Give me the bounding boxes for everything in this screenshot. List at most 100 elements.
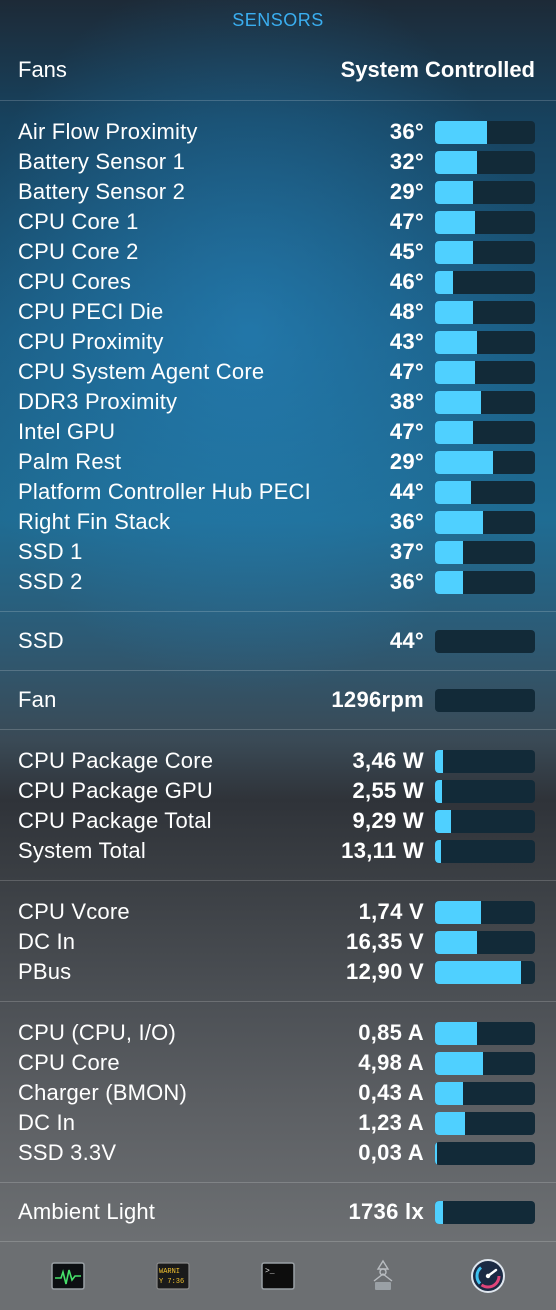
sensor-level-bar bbox=[435, 360, 535, 384]
sensor-row[interactable]: Intel GPU 47° bbox=[0, 417, 556, 447]
sensor-row[interactable]: PBus 12,90 V bbox=[0, 957, 556, 987]
sensor-level-fill bbox=[435, 1111, 465, 1135]
sensor-label: System Total bbox=[18, 838, 146, 863]
fans-row[interactable]: Fans System Controlled bbox=[0, 40, 556, 100]
sensor-level-fill bbox=[435, 360, 475, 384]
system-information-icon[interactable] bbox=[363, 1256, 403, 1296]
sensor-value: 36° bbox=[389, 509, 424, 534]
sensor-level-fill bbox=[435, 270, 453, 294]
sensor-level-fill bbox=[435, 779, 442, 803]
sensor-value: 46° bbox=[389, 269, 424, 294]
sensor-level-fill bbox=[435, 1081, 463, 1105]
sensor-value: 0,03 A bbox=[358, 1140, 424, 1165]
sensor-row[interactable]: CPU (CPU, I/O) 0,85 A bbox=[0, 1018, 556, 1048]
sensor-level-bar bbox=[435, 240, 535, 264]
sensor-level-bar bbox=[435, 480, 535, 504]
terminal-icon[interactable]: >_ bbox=[258, 1256, 298, 1296]
sensor-label: Fan bbox=[18, 687, 57, 712]
sensor-level-fill bbox=[435, 1200, 443, 1224]
sensor-value: 44° bbox=[389, 479, 424, 504]
sensor-value: 48° bbox=[389, 299, 424, 324]
sensor-row[interactable]: CPU Core 2 45° bbox=[0, 237, 556, 267]
sensor-label: CPU Vcore bbox=[18, 899, 130, 924]
sensor-label: CPU System Agent Core bbox=[18, 359, 265, 384]
fans-mode-value[interactable]: System Controlled bbox=[340, 57, 535, 82]
sensor-row[interactable]: CPU Vcore 1,74 V bbox=[0, 897, 556, 927]
sensor-level-fill bbox=[435, 300, 473, 324]
sensor-level-fill bbox=[435, 420, 473, 444]
sensor-row[interactable]: Charger (BMON) 0,43 A bbox=[0, 1078, 556, 1108]
sensor-row[interactable]: CPU Package Core 3,46 W bbox=[0, 746, 556, 776]
fans-label: Fans bbox=[18, 57, 67, 82]
sensor-level-bar bbox=[435, 930, 535, 954]
ssd-section: SSD 44° bbox=[0, 611, 556, 670]
sensor-level-bar bbox=[435, 839, 535, 863]
sensor-level-bar bbox=[435, 450, 535, 474]
sensor-row[interactable]: Platform Controller Hub PECI 44° bbox=[0, 477, 556, 507]
sensor-row[interactable]: DC In 16,35 V bbox=[0, 927, 556, 957]
sensor-level-bar bbox=[435, 120, 535, 144]
sensor-value: 1736 lx bbox=[348, 1199, 424, 1224]
sensor-row[interactable]: Right Fin Stack 36° bbox=[0, 507, 556, 537]
sensor-level-fill bbox=[435, 120, 487, 144]
sensor-value: 2,55 W bbox=[352, 778, 424, 803]
sensor-level-bar bbox=[435, 1200, 535, 1224]
sensor-level-bar bbox=[435, 180, 535, 204]
sensor-row[interactable]: Battery Sensor 1 32° bbox=[0, 147, 556, 177]
sensor-level-fill bbox=[435, 749, 443, 773]
sensor-label: Palm Rest bbox=[18, 449, 122, 474]
sensors-header: SENSORS bbox=[0, 0, 556, 40]
sensor-row[interactable]: System Total 13,11 W bbox=[0, 836, 556, 866]
sensor-level-fill bbox=[435, 930, 477, 954]
sensor-value: 37° bbox=[389, 539, 424, 564]
sensor-value: 36° bbox=[389, 569, 424, 594]
sensor-value: 13,11 W bbox=[341, 838, 424, 863]
sensor-level-bar bbox=[435, 330, 535, 354]
sensor-label: SSD 3.3V bbox=[18, 1140, 117, 1165]
sensor-row[interactable]: SSD 1 37° bbox=[0, 537, 556, 567]
sensor-row[interactable]: CPU Core 4,98 A bbox=[0, 1048, 556, 1078]
sensor-level-fill bbox=[435, 240, 473, 264]
activity-monitor-icon[interactable] bbox=[48, 1256, 88, 1296]
sensor-row[interactable]: Fan 1296rpm bbox=[0, 685, 556, 715]
sensor-label: CPU Package GPU bbox=[18, 778, 213, 803]
fan-speed-section: Fan 1296rpm bbox=[0, 670, 556, 729]
sensor-level-bar bbox=[435, 809, 535, 833]
sensor-row[interactable]: SSD 2 36° bbox=[0, 567, 556, 597]
sensor-row[interactable]: SSD 44° bbox=[0, 626, 556, 656]
temperatures-section: Air Flow Proximity 36° Battery Sensor 1 32°… bbox=[0, 100, 556, 611]
sensor-label: SSD 2 bbox=[18, 569, 83, 594]
sensor-row[interactable]: DDR3 Proximity 38° bbox=[0, 387, 556, 417]
sensor-value: 0,85 A bbox=[358, 1020, 424, 1045]
sensor-label: SSD 1 bbox=[18, 539, 83, 564]
sensor-level-bar bbox=[435, 420, 535, 444]
sensor-value: 29° bbox=[389, 179, 424, 204]
istat-menus-icon[interactable] bbox=[468, 1256, 508, 1296]
sensor-level-fill bbox=[435, 480, 471, 504]
sensor-row[interactable]: Palm Rest 29° bbox=[0, 447, 556, 477]
sensor-row[interactable]: DC In 1,23 A bbox=[0, 1108, 556, 1138]
console-icon-text-bottom: Y 7:36 bbox=[159, 1278, 184, 1286]
sensor-value: 1,74 V bbox=[358, 899, 424, 924]
sensor-row[interactable]: CPU Package GPU 2,55 W bbox=[0, 776, 556, 806]
sensor-level-fill bbox=[435, 570, 463, 594]
sensor-row[interactable]: Air Flow Proximity 36° bbox=[0, 117, 556, 147]
sensor-level-bar bbox=[435, 1021, 535, 1045]
sensor-row[interactable]: Ambient Light 1736 lx bbox=[0, 1197, 556, 1227]
sensor-row[interactable]: SSD 3.3V 0,03 A bbox=[0, 1138, 556, 1168]
sensor-row[interactable]: CPU Cores 46° bbox=[0, 267, 556, 297]
sensor-label: Battery Sensor 1 bbox=[18, 149, 186, 174]
sensor-row[interactable]: CPU Core 1 47° bbox=[0, 207, 556, 237]
sensor-row[interactable]: CPU PECI Die 48° bbox=[0, 297, 556, 327]
console-icon[interactable]: WARNI Y 7:36 bbox=[153, 1256, 193, 1296]
sensor-row[interactable]: CPU Package Total 9,29 W bbox=[0, 806, 556, 836]
sensor-level-bar bbox=[435, 270, 535, 294]
sensor-level-bar bbox=[435, 540, 535, 564]
sensor-level-bar bbox=[435, 900, 535, 924]
sensor-value: 44° bbox=[389, 628, 424, 653]
sensor-label: CPU Package Core bbox=[18, 748, 214, 773]
sensor-row[interactable]: Battery Sensor 2 29° bbox=[0, 177, 556, 207]
sensor-row[interactable]: CPU Proximity 43° bbox=[0, 327, 556, 357]
sensor-label: Air Flow Proximity bbox=[18, 119, 198, 144]
sensor-row[interactable]: CPU System Agent Core 47° bbox=[0, 357, 556, 387]
